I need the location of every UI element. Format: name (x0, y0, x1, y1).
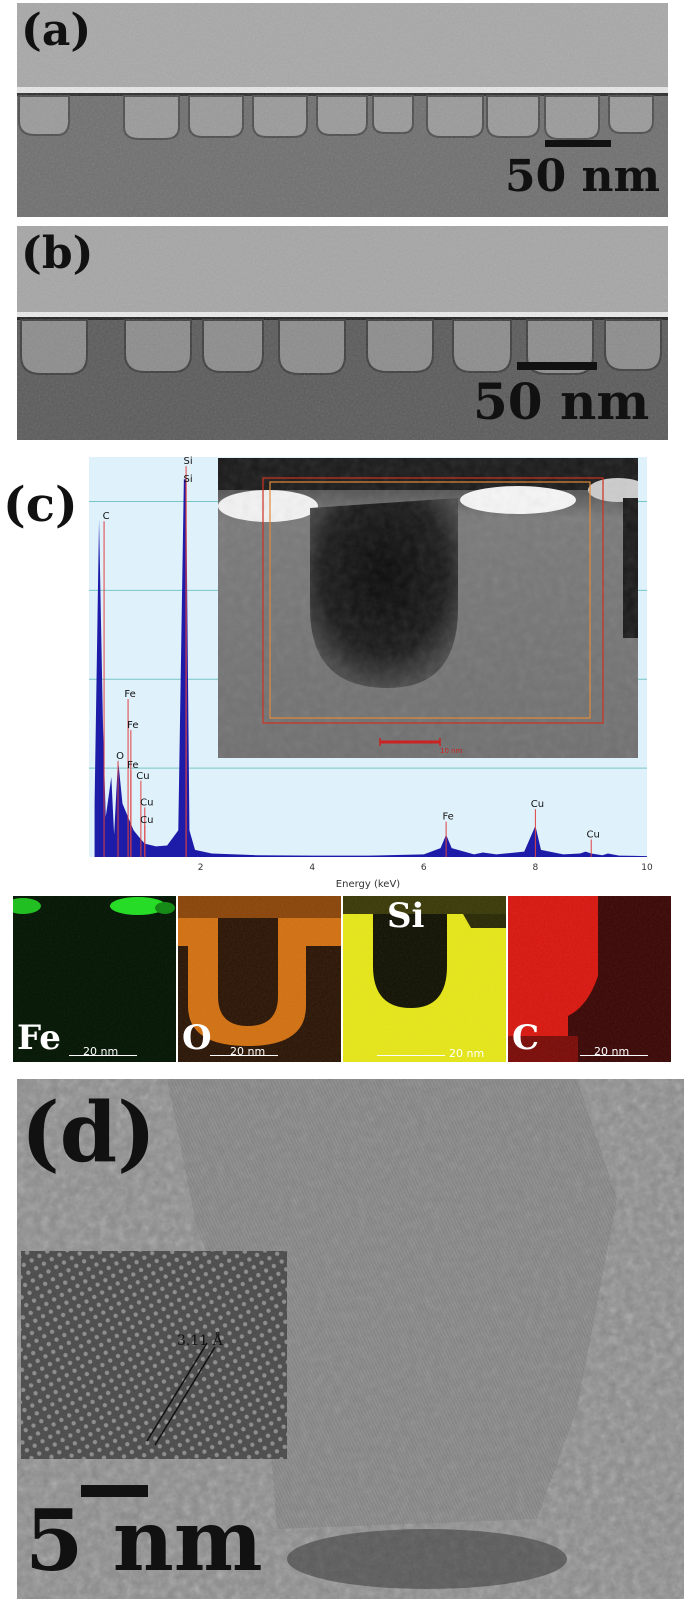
map-si-image (343, 896, 506, 1062)
inset-lattice (21, 1251, 287, 1459)
peak-label: Cu (587, 829, 600, 840)
map-o-label: O (182, 1018, 212, 1058)
map-c-scale-bar (580, 1055, 648, 1056)
x-tick-label: 6 (421, 863, 427, 873)
map-fe: Fe 20 nm (13, 896, 176, 1062)
map-si-label: Si (387, 896, 425, 936)
peak-label: C (103, 511, 110, 522)
inset-d-spacing-label: 3.11 Å (177, 1333, 223, 1349)
map-fe-scale-bar (69, 1055, 137, 1056)
map-o-scale-bar (210, 1055, 278, 1056)
panel-b-micrograph (17, 226, 668, 440)
map-fe-label: Fe (17, 1018, 61, 1058)
panel-a-scale-label: 50 nm (505, 151, 661, 202)
panel-b-scale-label: 50 nm (473, 372, 650, 431)
peak-label: Fe (127, 720, 138, 731)
map-c-scale-label: 20 nm (594, 1045, 630, 1058)
inset-scale-label: 10 nm (440, 747, 463, 755)
map-o-image (178, 896, 341, 1062)
map-si: Si 20 nm (343, 896, 506, 1062)
map-si-scale-bar (377, 1055, 445, 1056)
peak-label: Cu (140, 815, 153, 826)
peak-label: Si (184, 456, 193, 467)
peak-label: Si (184, 474, 193, 485)
x-tick-label: 10 (641, 863, 653, 873)
map-fe-scale-label: 20 nm (83, 1045, 119, 1058)
peak-label: Cu (531, 799, 544, 810)
peak-label: Cu (136, 771, 149, 782)
panel-c-label: (c) (3, 477, 78, 533)
map-fe-image (13, 896, 176, 1062)
peak-label: O (116, 751, 124, 762)
panel-a-tem-image: (a) 50 nm (17, 3, 668, 217)
x-tick-label: 4 (309, 863, 315, 873)
peak-label: Cu (140, 797, 153, 808)
panel-b-scale-bar (517, 362, 597, 370)
map-c-label: C (512, 1018, 540, 1058)
map-o: O 20 nm (178, 896, 341, 1062)
panel-d-micrograph (17, 1079, 684, 1599)
x-axis-label: Energy (keV) (336, 879, 401, 890)
panel-d-inset-lattice-image: 3.11 Å (21, 1251, 287, 1459)
panel-a-label: (a) (21, 5, 92, 56)
peak-label: Fe (124, 689, 135, 700)
panel-d-hrtem-image: (d) 3.11 Å 5 nm (17, 1079, 684, 1599)
panel-a-scale-bar (545, 140, 611, 147)
map-c: C 20 nm (508, 896, 671, 1062)
map-si-scale-label: 20 nm (449, 1047, 485, 1060)
peak-label: Fe (127, 760, 138, 771)
panel-d-label: (d) (21, 1085, 156, 1181)
map-o-scale-label: 20 nm (230, 1045, 266, 1058)
panel-a-micrograph (17, 3, 668, 217)
peak-label: Fe (442, 812, 453, 823)
x-tick-label: 2 (198, 863, 204, 873)
map-c-image (508, 896, 671, 1062)
panel-d-scale-bar (81, 1485, 148, 1497)
inset-micrograph (218, 458, 638, 758)
panel-d-scale-label: 5 nm (25, 1491, 263, 1590)
panel-b-label: (b) (21, 228, 94, 279)
x-tick-label: 8 (533, 863, 539, 873)
panel-b-tem-image: (b) 50 nm (17, 226, 668, 440)
edx-inset-stem-image: 10 nm (218, 458, 638, 758)
